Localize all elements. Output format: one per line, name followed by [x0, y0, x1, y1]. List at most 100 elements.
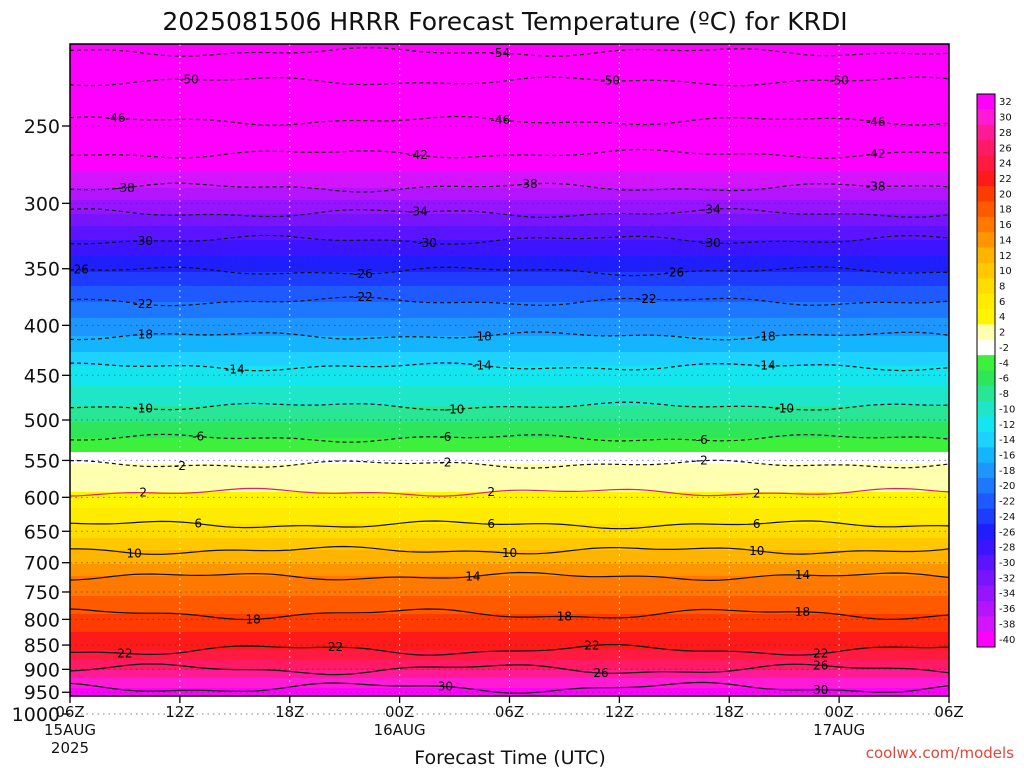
isotherm-26 — [70, 663, 949, 676]
temperature-band — [70, 682, 949, 684]
temperature-band — [70, 640, 949, 642]
temperature-band — [70, 472, 949, 474]
colorbar-label: -22 — [999, 497, 1015, 508]
temperature-band — [70, 148, 949, 150]
temperature-band — [70, 184, 949, 186]
isotherm-14 — [70, 571, 949, 582]
contour-label: 10 — [126, 546, 141, 560]
temperature-band — [70, 370, 949, 372]
temperature-band — [70, 324, 949, 326]
colorbar-label: -20 — [999, 481, 1015, 492]
colorbar-swatch — [977, 508, 995, 525]
temperature-band — [70, 378, 949, 380]
colorbar-label: -14 — [999, 435, 1015, 446]
colorbar-swatch — [977, 309, 995, 325]
temperature-band — [70, 162, 949, 164]
temperature-band — [70, 460, 949, 462]
temperature-band — [70, 498, 949, 500]
contour-label: -22 — [133, 297, 153, 311]
y-tick-label: 400 — [24, 315, 60, 337]
colorbar-label: 10 — [999, 266, 1012, 277]
temperature-band — [70, 594, 949, 596]
y-tick-label: 450 — [24, 365, 60, 387]
grid-lines — [70, 44, 949, 696]
colorbar-swatch — [977, 401, 995, 417]
contour-label: 2 — [139, 486, 147, 500]
colorbar-label: -6 — [999, 374, 1009, 385]
temperature-band — [70, 678, 949, 680]
colorbar-swatch — [977, 539, 995, 556]
temperature-band — [70, 144, 949, 146]
temperature-band — [70, 126, 949, 128]
colorbar-label: 24 — [999, 159, 1012, 170]
temperature-band — [70, 424, 949, 426]
temperature-band — [70, 364, 949, 366]
temperature-band — [70, 232, 949, 234]
temperature-band — [70, 204, 949, 206]
colorbar-swatch — [977, 324, 995, 341]
temperature-band — [70, 234, 949, 236]
temperature-band — [70, 244, 949, 246]
temperature-band — [70, 484, 949, 486]
temperature-band — [70, 442, 949, 444]
temperature-band — [70, 496, 949, 498]
temperature-band — [70, 120, 949, 122]
temperature-band — [70, 346, 949, 348]
x-tick-label: 00Z — [824, 703, 853, 721]
contour-label: -6 — [696, 433, 708, 447]
colorbar-label: -26 — [999, 527, 1015, 538]
temperature-band — [70, 66, 949, 68]
colorbar-label: -12 — [999, 420, 1015, 431]
temperature-band — [70, 84, 949, 86]
temperature-band — [70, 394, 949, 396]
temperature-band — [70, 474, 949, 476]
colorbar-label: -10 — [999, 404, 1015, 415]
temperature-band — [70, 504, 949, 506]
temperature-band — [70, 208, 949, 210]
contour-label: 10 — [749, 544, 764, 558]
colorbar-label: 30 — [999, 113, 1012, 124]
contour-label: -26 — [69, 263, 89, 277]
colorbar-label: 32 — [999, 97, 1012, 108]
temperature-band — [70, 336, 949, 338]
temperature-band — [70, 390, 949, 392]
temperature-band — [70, 222, 949, 224]
x-tick-label: 06Z — [934, 703, 963, 721]
temperature-band — [70, 366, 949, 368]
colorbar-swatch — [977, 339, 995, 356]
temperature-band — [70, 82, 949, 84]
temperature-band — [70, 666, 949, 668]
temperature-band — [70, 58, 949, 60]
contour-label: -30 — [133, 234, 153, 248]
temperature-band — [70, 174, 949, 176]
contour-label: 22 — [117, 646, 132, 660]
temperature-band — [70, 570, 949, 572]
temperature-band — [70, 690, 949, 692]
temperature-band — [70, 582, 949, 584]
x-axis-label: Forecast Time (UTC) — [414, 747, 605, 768]
colorbar-label: 28 — [999, 128, 1012, 139]
temperature-band — [70, 102, 949, 104]
temperature-band — [70, 558, 949, 560]
temperature-band — [70, 132, 949, 134]
colorbar-label: -34 — [999, 589, 1015, 600]
temperature-band — [70, 186, 949, 188]
colorbar-swatch — [977, 247, 995, 264]
colorbar-swatch — [977, 124, 995, 141]
contour-label: -10 — [133, 402, 153, 416]
temperature-band — [70, 258, 949, 260]
y-tick-label: 900 — [24, 659, 60, 681]
contour-label: 6 — [753, 517, 761, 531]
temperature-band — [70, 624, 949, 626]
temperature-band — [70, 298, 949, 300]
colorbar-swatch — [977, 109, 995, 126]
colorbar-swatch — [977, 447, 995, 464]
colorbar-swatch — [977, 493, 995, 510]
temperature-band — [70, 136, 949, 138]
temperature-band — [70, 304, 949, 306]
colorbar-label: -36 — [999, 604, 1015, 615]
temperature-band — [70, 376, 949, 378]
colorbar-swatch — [977, 570, 995, 586]
temperature-band — [70, 220, 949, 222]
contour-label: -2 — [439, 455, 451, 469]
